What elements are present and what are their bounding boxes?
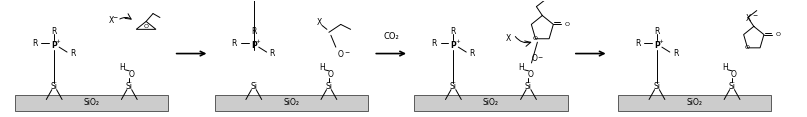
Text: H: H [319,63,325,72]
Text: Si: Si [525,82,532,91]
Text: O: O [528,70,533,79]
Text: Si: Si [449,82,457,91]
Text: O: O [328,70,334,79]
Text: X: X [316,18,322,27]
Text: −: − [113,14,118,19]
Text: Si: Si [250,82,257,91]
Text: +: + [455,39,460,44]
Text: H: H [722,63,728,72]
Text: Si: Si [51,82,57,91]
Text: P: P [251,41,257,50]
Text: O: O [532,55,537,64]
Text: R: R [654,27,659,36]
Text: R: R [431,39,437,48]
Text: −: − [344,50,349,55]
Text: O: O [338,50,344,58]
Text: H: H [519,63,525,72]
Text: X: X [506,34,512,43]
Text: SiO₂: SiO₂ [84,99,100,108]
Text: P: P [450,41,456,50]
Text: O: O [776,32,780,37]
Text: R: R [52,27,56,36]
Text: O: O [144,24,148,29]
Text: R: R [451,27,456,36]
Text: X: X [109,16,114,25]
Text: Si: Si [325,82,332,91]
Text: +: + [255,39,260,44]
Bar [215,95,368,111]
Text: O: O [533,36,538,41]
Bar [15,95,169,111]
Text: −: − [537,55,543,60]
Text: H: H [119,63,125,72]
Text: O: O [731,70,737,79]
Text: X: X [746,14,751,23]
Text: R: R [469,49,475,58]
Text: +: + [659,39,663,44]
Text: R: R [251,27,257,36]
Text: Si: Si [729,82,735,91]
Text: R: R [270,49,275,58]
Text: R: R [70,49,75,58]
Text: Si: Si [654,82,660,91]
Text: O: O [128,70,134,79]
Text: P: P [654,41,660,50]
Text: R: R [232,39,237,48]
Bar [414,95,567,111]
Text: O: O [565,22,570,27]
Text: SiO₂: SiO₂ [283,99,299,108]
Text: CO₂: CO₂ [383,32,399,41]
Text: R: R [673,49,678,58]
Text: +: + [56,39,61,44]
Text: Si: Si [126,82,133,91]
Text: SiO₂: SiO₂ [483,99,499,108]
Text: SiO₂: SiO₂ [687,99,703,108]
Text: R: R [32,39,37,48]
Bar [618,95,771,111]
Text: R: R [635,39,640,48]
Text: P: P [52,41,57,50]
Text: −: − [752,12,758,17]
Text: O: O [745,45,750,50]
